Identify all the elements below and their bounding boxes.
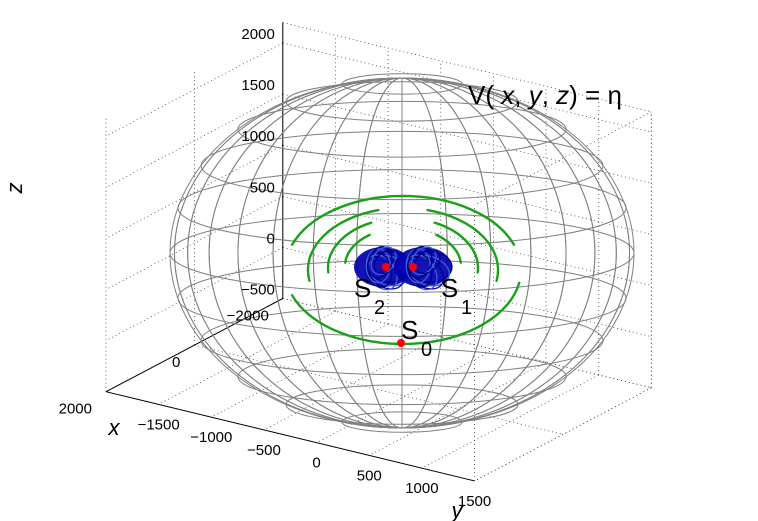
ellipsoid-parallel — [285, 384, 519, 425]
point-s0 — [397, 339, 405, 347]
x-axis-label: x — [108, 415, 121, 440]
point-label-s0: S 0 — [401, 315, 432, 361]
point-label-s2: S 2 — [354, 273, 385, 319]
cluster-loop — [370, 246, 397, 276]
ellipsoid-meridian — [173, 77, 631, 429]
y-tick-label: 500 — [357, 467, 382, 484]
point-label-s1: S 1 — [441, 273, 472, 319]
y-tick-label: −1500 — [138, 416, 180, 433]
ellipsoid-parallel — [177, 169, 627, 247]
svg-text:S: S — [441, 273, 458, 303]
z-tick-label: 1000 — [241, 128, 274, 145]
tick-labels: −5000500100015002000−200002000−1500−1000… — [59, 26, 492, 510]
grid-box-edge — [282, 22, 652, 113]
x-axis-line — [105, 298, 284, 393]
y-tick-label: −1000 — [190, 429, 232, 446]
cluster-s1 — [394, 246, 453, 291]
x-tick-label: 2000 — [59, 401, 92, 418]
cluster-loop — [373, 249, 401, 275]
z-tick-label: 1500 — [241, 77, 274, 94]
y-tick-label: 1500 — [458, 493, 491, 510]
z-tick-label: 2000 — [241, 26, 274, 43]
point-s1 — [409, 263, 417, 271]
cluster-loop — [413, 249, 441, 275]
grid-line-y-floor — [369, 361, 547, 456]
svg-text:0: 0 — [421, 339, 432, 361]
grid-box-edge — [474, 111, 652, 206]
orbit-arc — [426, 208, 500, 282]
ellipsoid-parallel — [341, 411, 463, 433]
svg-text:2: 2 — [374, 297, 385, 319]
orbit-arc — [344, 233, 371, 264]
ellipsoid-parallel — [200, 305, 604, 376]
grid-line-y-floor — [421, 374, 599, 469]
z-tick-label: 0 — [266, 230, 274, 247]
orbit-arc — [326, 221, 373, 274]
cluster-loop — [365, 248, 391, 284]
orbit-arc — [433, 221, 480, 274]
orbit-curves — [290, 194, 521, 346]
y-axis-label: y — [450, 498, 465, 521]
svg-text:S: S — [354, 273, 371, 303]
grid-box-edge — [474, 387, 652, 482]
y-tick-label: 0 — [312, 455, 320, 472]
ellipsoid-parallel — [169, 213, 635, 293]
cluster-loop — [406, 255, 445, 290]
axis-frame — [105, 22, 475, 482]
grid-line-z — [282, 42, 652, 133]
ellipsoid-surface — [169, 73, 635, 433]
z-tick-label: 500 — [250, 179, 275, 196]
surface-equation: V( x, y, z) = η — [468, 80, 622, 110]
orbit-outer — [290, 194, 521, 346]
x-tick-label: 0 — [172, 354, 180, 371]
z-axis-label: z — [2, 183, 27, 195]
y-tick-label: −500 — [247, 442, 281, 459]
y-tick-label: 1000 — [405, 480, 438, 497]
ellipsoid-parallel — [237, 348, 567, 406]
cluster-loop — [410, 246, 437, 276]
grid-line-x-floor — [194, 344, 564, 435]
ellipsoid-parallel — [237, 100, 567, 158]
grid-line-z — [282, 144, 652, 235]
svg-text:1: 1 — [461, 297, 472, 319]
grid-line-y-floor — [474, 387, 652, 482]
grid-line-z — [282, 247, 652, 338]
ellipsoid-parallel — [341, 73, 463, 95]
cluster-loop — [366, 255, 405, 290]
point-s2 — [382, 263, 390, 271]
orbit-arc — [306, 208, 380, 282]
z-tick-label: −500 — [241, 282, 275, 299]
orbit-arc — [435, 233, 462, 264]
grid-line-x-floor — [282, 298, 652, 389]
grid-line-z — [282, 195, 652, 286]
ellipsoid-parallel — [200, 130, 604, 201]
ellipsoid-parallel — [285, 81, 519, 122]
cluster-loop — [407, 254, 450, 287]
svg-text:S: S — [401, 315, 418, 345]
y-axis-line — [105, 391, 475, 482]
x-tick-label: −2000 — [227, 308, 269, 325]
cluster-loop — [405, 248, 431, 284]
equilibrium-points — [382, 263, 417, 347]
